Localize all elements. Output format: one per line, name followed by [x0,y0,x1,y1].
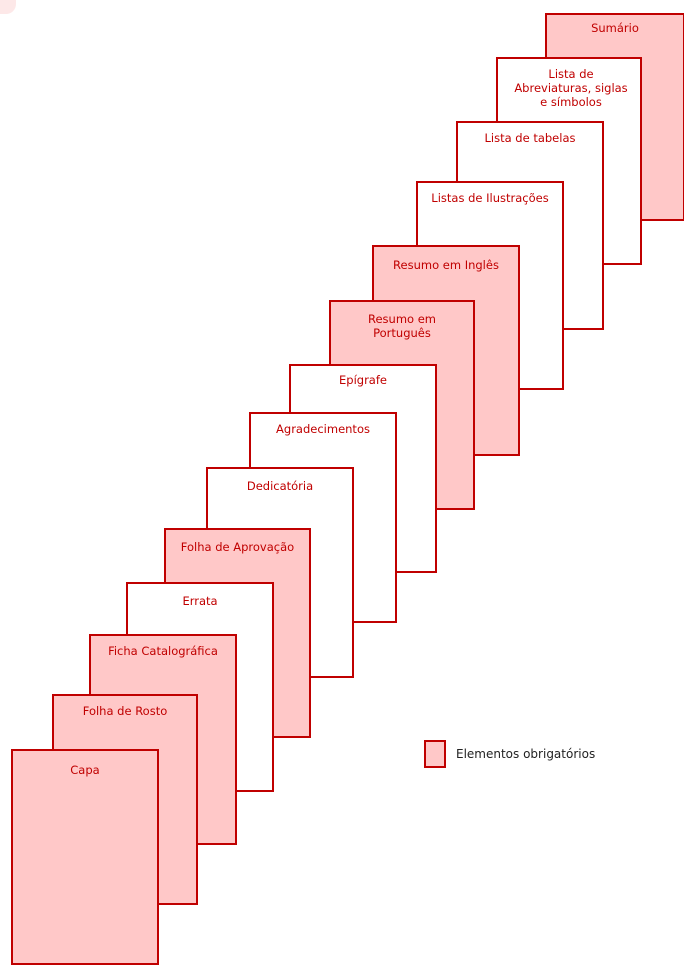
legend-swatch [424,740,446,768]
page-agradecimentos-label: Agradecimentos [276,422,370,436]
page-folha-rosto-label: Folha de Rosto [82,704,168,718]
page-capa: Capa [11,749,159,965]
page-folha-aprovacao-label: Folha de Aprovação [180,540,295,554]
page-capa-label: Capa [70,763,100,777]
page-errata-label: Errata [182,594,218,608]
legend-label: Elementos obrigatórios [456,747,596,761]
page-lista-tabelas-label: Lista de tabelas [484,131,576,145]
page-sumario-label: Sumário [591,21,639,35]
page-dedicatoria-label: Dedicatória [246,479,314,493]
page-listas-ilustracoes-label: Listas de Ilustrações [431,191,549,205]
legend: Elementos obrigatórios [424,740,595,768]
page-ficha-catalografica-label: Ficha Catalográfica [108,644,218,658]
page-resumo-portugues-label: Resumo em Português [367,312,436,340]
page-epigrafe-label: Epígrafe [339,373,387,387]
corner-decoration [0,0,16,14]
page-lista-abreviaturas-label: Lista de Abreviaturas, siglas e símbolos [514,67,628,109]
page-resumo-ingles-label: Resumo em Inglês [393,258,499,272]
